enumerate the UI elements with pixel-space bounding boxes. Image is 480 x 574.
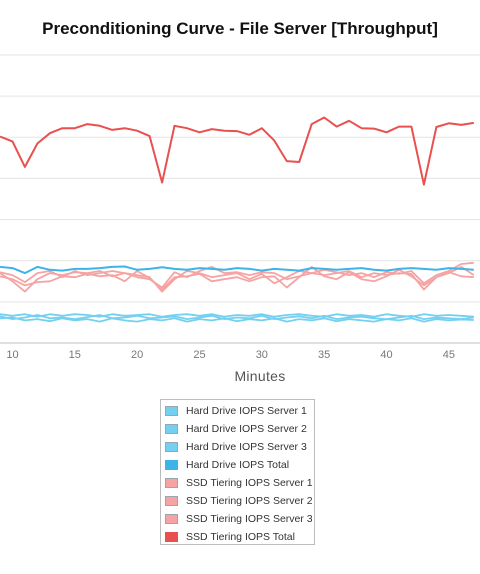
legend-item[interactable]: Hard Drive IOPS Total xyxy=(165,457,289,473)
legend-label: Hard Drive IOPS Server 3 xyxy=(186,441,307,453)
x-tick-label: 40 xyxy=(380,349,392,360)
legend-item[interactable]: SSD Tiering IOPS Server 1 xyxy=(165,475,313,491)
series-line-1 xyxy=(0,316,474,323)
legend-label: Hard Drive IOPS Server 2 xyxy=(186,423,307,435)
x-tick-label: 30 xyxy=(256,349,268,360)
series-lines xyxy=(0,116,475,323)
legend-swatch xyxy=(165,406,178,416)
series-line-2 xyxy=(0,314,474,321)
legend-item[interactable]: Hard Drive IOPS Server 2 xyxy=(165,421,307,437)
series-line-4 xyxy=(0,265,474,275)
legend-swatch xyxy=(165,424,178,434)
legend-swatch xyxy=(165,532,178,542)
grid-lines xyxy=(0,54,480,344)
chart-plot: 10 15 20 25 30 35 40 45 xyxy=(0,54,480,360)
legend-swatch xyxy=(165,514,178,524)
x-tick-label: 10 xyxy=(6,349,18,360)
x-axis-ticks: 10 15 20 25 30 35 40 45 xyxy=(6,349,455,360)
legend-item[interactable]: SSD Tiering IOPS Server 3 xyxy=(165,511,313,527)
legend-label: SSD Tiering IOPS Server 2 xyxy=(186,495,313,507)
x-tick-label: 20 xyxy=(131,349,143,360)
x-tick-label: 15 xyxy=(69,349,81,360)
series-line-5 xyxy=(0,265,475,293)
legend-label: SSD Tiering IOPS Server 1 xyxy=(186,477,313,489)
legend-swatch xyxy=(165,478,178,488)
legend-label: SSD Tiering IOPS Server 3 xyxy=(186,513,313,525)
x-tick-label: 25 xyxy=(193,349,205,360)
legend-item[interactable]: SSD Tiering IOPS Server 2 xyxy=(165,493,313,509)
series-line-7 xyxy=(0,261,474,289)
legend-label: Hard Drive IOPS Server 1 xyxy=(186,405,307,417)
x-tick-label: 45 xyxy=(443,349,455,360)
legend-label: Hard Drive IOPS Total xyxy=(186,459,290,471)
series-line-3 xyxy=(0,313,474,318)
x-tick-label: 35 xyxy=(318,349,330,360)
legend-item[interactable]: SSD Tiering IOPS Total xyxy=(165,529,295,545)
x-axis-label: Minutes xyxy=(234,368,286,384)
series-line-8 xyxy=(0,116,474,186)
chart-title: Preconditioning Curve - File Server [Thr… xyxy=(42,19,438,38)
series-line-6 xyxy=(0,265,474,291)
legend-swatch xyxy=(165,442,178,452)
legend-item[interactable]: Hard Drive IOPS Server 1 xyxy=(165,403,307,419)
legend-label: SSD Tiering IOPS Total xyxy=(186,531,295,543)
legend: Hard Drive IOPS Server 1 Hard Drive IOPS … xyxy=(160,399,315,545)
legend-swatch xyxy=(165,460,178,470)
legend-swatch xyxy=(165,496,178,506)
legend-item[interactable]: Hard Drive IOPS Server 3 xyxy=(165,439,307,455)
